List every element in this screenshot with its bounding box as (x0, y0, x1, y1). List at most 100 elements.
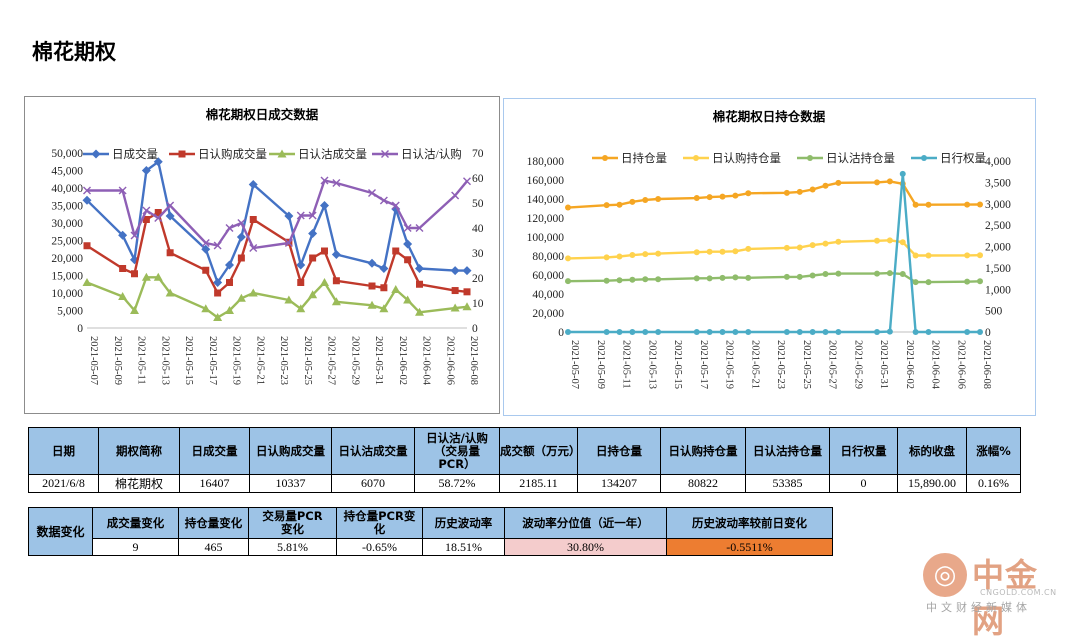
chart0-y-right-tick-4: 40 (472, 223, 484, 235)
chart1-x-tick-6: 2021-05-19 (724, 340, 735, 389)
chart0-x-tick-0: 2021-05-07 (88, 336, 99, 385)
chart0-series-1-point-8 (226, 279, 233, 286)
chart0-series-3-point-7 (213, 241, 222, 250)
chart1-series-0-point-12 (796, 188, 803, 195)
chart0-series-3-point-13 (308, 211, 317, 220)
chart0-series-0-point-19 (403, 239, 413, 249)
chart0-series-2-point-22 (462, 302, 472, 311)
chart0-series-2-point-13 (308, 290, 318, 299)
chart1-series-2-point-16 (874, 270, 880, 277)
chart1-y-left-tick-0: 0 (558, 327, 564, 339)
data-change-table: 数据变化 成交量变化 持仓量变化 交易量PCR 变化 持仓量PCR变化历史波动率 波动率分… (28, 507, 833, 556)
chart0-series-1-point-19 (404, 256, 412, 264)
daily-summary-table: 日期 期权简称 日成交量 日认购成交量 日认沽成交量 日认沽/认购 （交易量 PCR） 成交额（… (28, 427, 1021, 493)
chart0-series-2-point-21 (450, 303, 460, 312)
chart1-y-left-tick-1: 20,000 (532, 308, 564, 320)
chart1-series-2-point-1 (603, 277, 610, 284)
chart1-series-0-point-21 (964, 201, 971, 208)
chart0-series-3-point-0 (83, 186, 91, 195)
chart1-series-2-point-9 (732, 274, 739, 281)
chart1-series-0-point-8 (719, 193, 726, 200)
chart1-series-1-point-21 (964, 252, 971, 259)
chart1-x-tick-0: 2021-05-07 (569, 340, 580, 389)
chart1-series-2-point-14 (822, 271, 829, 278)
chart0-series-0-point-17 (379, 264, 389, 273)
chart1-series-2-point-21 (964, 278, 971, 285)
table2-cell-2: 5.81% (248, 538, 337, 556)
chart0-series-2-point-17 (379, 304, 389, 313)
chart1-series-0-point-6 (693, 195, 700, 202)
chart0-series-3-point-19 (403, 224, 412, 232)
chart1-series-3-line (568, 172, 980, 334)
chart0-series-3-point-6 (201, 239, 210, 247)
chart1-series-3-point-2 (616, 329, 623, 335)
daily-summary-value-row: 2021/6/8 棉花期权 16407 10337 6070 58.72% 2185.11 1… (28, 474, 1021, 493)
chart0-series-2-point-14 (320, 278, 329, 286)
chart1-series-2-point-18 (899, 271, 906, 278)
chart1-y-right-tick-2: 1,000 (985, 284, 1011, 296)
chart0-series-0-point-0 (82, 195, 92, 205)
table1-header-7: 日持仓量 (577, 427, 661, 475)
watermark-slogan: 中文财经新媒体 (926, 601, 1031, 614)
chart1-x-tick-16: 2021-06-08 (981, 340, 992, 389)
chart1-y-left-tick-8: 160,000 (527, 175, 565, 187)
chart1-x-tick-4: 2021-05-15 (672, 340, 683, 389)
chart1-legend-2-label: 日认沽持仓量 (826, 151, 895, 165)
chart0-series-2-line (86, 276, 468, 319)
chart1-y-left-tick-6: 120,000 (527, 213, 565, 225)
chart1-series-0-point-9 (732, 192, 739, 199)
chart0-series-3-point-10 (249, 244, 258, 252)
chart0-series-0-point-13 (308, 229, 318, 238)
chart0-series-1-point-13 (309, 254, 317, 262)
table2-header-0: 成交量变化 (92, 507, 179, 539)
chart1-series-3-point-9 (732, 329, 739, 335)
chart0-series-3-point-17 (379, 196, 388, 205)
chart1-series-1-point-16 (874, 237, 880, 244)
chart1-series-2-point-22 (977, 278, 983, 285)
table1-header-11: 标的收盘 (897, 427, 967, 475)
chart0-series-1-point-20 (416, 280, 423, 288)
chart0-x-tick-13: 2021-06-02 (397, 336, 408, 385)
table1-cell-8: 80822 (660, 474, 746, 493)
chart1-legend-3: 日行权量 (911, 152, 986, 165)
chart0-series-1-point-18 (392, 247, 400, 255)
chart1-series-0-point-22 (977, 201, 983, 208)
chart0-series-1-point-22 (463, 288, 471, 296)
chart0-series-3-point-5 (166, 201, 175, 210)
chart1-y-left-tick-4: 80,000 (532, 251, 564, 263)
chart0-y-right-tick-6: 60 (472, 173, 484, 185)
chart0-legend-1-label: 日认购成交量 (198, 147, 267, 161)
table2-header-2: 交易量PCR 变化 (248, 507, 337, 539)
chart1-series-3-point-14 (822, 329, 829, 335)
chart1-series-0-point-3 (629, 198, 636, 205)
chart1-y-left-tick-9: 180,000 (527, 156, 565, 168)
chart0-title: 棉花期权日成交数据 (206, 107, 319, 122)
chart0-series-3-point-3 (142, 206, 151, 215)
chart0-legend-2-marker (277, 149, 287, 158)
table2-header-1: 持仓量变化 (178, 507, 249, 539)
table2-cell-3: -0.65% (336, 538, 423, 556)
cngold-watermark: ◎ 中金网 CNGOLD.COM.CN 中文财经新媒体 (920, 550, 1070, 640)
chart1-series-3-point-21 (964, 329, 971, 335)
chart1-series-2-point-2 (616, 277, 623, 284)
chart0-series-2-point-12 (296, 304, 306, 313)
chart0-series-0-point-10 (248, 180, 258, 189)
chart1-series-1-point-6 (693, 249, 700, 256)
chart0-series-2-point-9 (236, 293, 246, 302)
chart1-series-1-point-7 (706, 248, 713, 255)
chart0-series-3-point-18 (391, 201, 400, 210)
chart0-series-1-point-9 (237, 254, 245, 262)
chart1-x-tick-3: 2021-05-13 (646, 340, 657, 389)
chart1-x-tick-11: 2021-05-29 (852, 340, 863, 389)
table1-cell-4: 6070 (331, 474, 415, 493)
chart1-legend-1-label: 日认购持仓量 (712, 151, 781, 165)
chart0-series-2-point-4 (153, 272, 163, 281)
chart1-legend-0: 日持仓量 (592, 151, 667, 165)
chart1-legend-2-marker (807, 155, 813, 161)
chart0-series-1-point-6 (202, 266, 210, 274)
chart1-series-1-point-1 (603, 254, 610, 261)
chart0-series-3-point-20 (415, 224, 424, 232)
chart1-series-3-point-13 (809, 329, 816, 335)
chart0-series-2 (82, 272, 472, 321)
chart1-series-3-point-22 (977, 329, 983, 335)
